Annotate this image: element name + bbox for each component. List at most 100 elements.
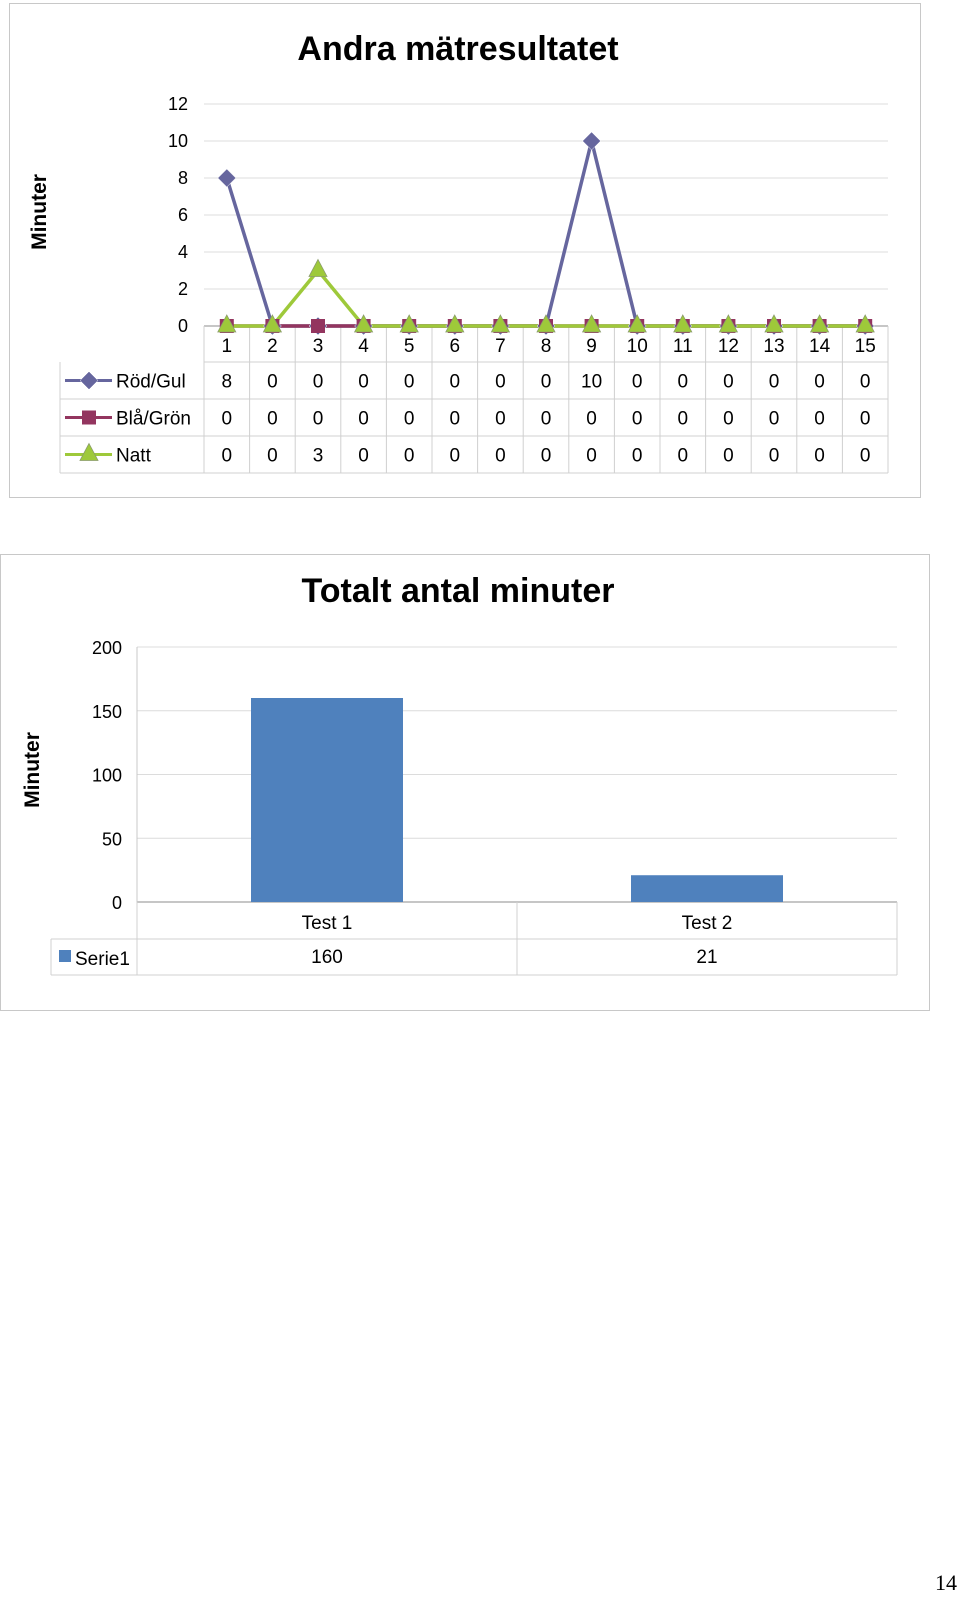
table-value: 0 [313,409,324,430]
table-value: 0 [358,409,369,430]
table-value: 0 [860,446,871,467]
table-value: 0 [723,409,734,430]
table-value: 0 [404,446,415,467]
y-tick-label: 8 [178,168,188,188]
data-point [582,131,601,151]
y-tick-label: 200 [92,638,122,658]
table-value: 160 [311,947,343,968]
x-tick-label: 5 [404,336,415,357]
table-value: 0 [678,372,689,393]
table-value: 0 [678,446,689,467]
table-value: 0 [267,446,278,467]
y-tick-label: 6 [178,205,188,225]
table-value: 0 [495,409,506,430]
legend-marker-triangle [79,442,99,461]
y-tick-label: 2 [178,279,188,299]
table-value: 0 [586,446,597,467]
x-tick-label: 14 [809,336,831,357]
x-tick-label: 4 [358,336,369,357]
table-value: 0 [723,446,734,467]
bar-chart-svg: Totalt antal minuter Minuter 0 50 100 150 200 T… [21,572,898,976]
y-tick-label: 10 [168,131,188,151]
table-row: Serie1 160 21 [59,947,718,970]
y-tick-label: 0 [178,316,188,336]
table-value: 0 [541,409,552,430]
legend-label: Serie1 [75,949,130,970]
table-value: 0 [358,372,369,393]
y-tick-label: 4 [178,242,188,262]
legend-label: Natt [116,446,152,467]
x-tick-label: Test 2 [682,913,733,934]
y-axis-label: Minuter [21,732,44,808]
table-value: 0 [860,409,871,430]
data-point [217,168,237,188]
table-value: 0 [814,409,825,430]
table-value: 0 [632,409,643,430]
table-value: 0 [450,372,461,393]
data-point [581,314,602,333]
data-point [855,314,875,333]
x-tick-label: 3 [313,336,324,357]
x-tick-label: 9 [586,336,597,357]
data-point [627,314,647,333]
page-number: 14 [935,1570,957,1595]
y-tick-label: 150 [92,702,122,722]
table-value: 0 [860,372,871,393]
x-tick-label: 7 [495,336,506,357]
table-value: 3 [313,446,324,467]
table-value: 0 [814,446,825,467]
chart-title: Totalt antal minuter [302,572,615,610]
legend-swatch [59,950,71,962]
table-value: 0 [769,372,780,393]
table-value: 0 [769,446,780,467]
table-value: 0 [358,446,369,467]
data-point [764,314,784,333]
legend-marker-diamond [79,371,99,390]
table-value: 0 [678,409,689,430]
x-tick-label: 15 [855,336,876,357]
table-value: 0 [404,372,415,393]
table-value: 0 [769,409,780,430]
table-value: 10 [581,372,602,393]
table-value: 0 [267,409,278,430]
table-value: 0 [586,409,597,430]
x-tick-label: 10 [627,336,648,357]
x-tick-label: 12 [718,336,739,357]
data-point [490,314,511,333]
bar [251,698,403,902]
data-point [399,314,419,333]
table-value: 0 [495,372,506,393]
table-value: 21 [696,947,717,968]
data-point [353,314,374,333]
x-tick-label: Test 1 [302,913,353,934]
table-value: 0 [814,372,825,393]
table-value: 0 [313,372,324,393]
table-row: Röd/Gul 8 0 0 0 0 0 0 0 10 0 0 0 0 0 0 [65,371,871,393]
legend-label: Blå/Grön [116,409,191,430]
legend-label: Röd/Gul [116,372,186,393]
y-tick-label: 100 [92,766,122,786]
bar-chart-panel: Totalt antal minuter Minuter 0 50 100 150 200 T… [0,554,930,1011]
data-point [217,314,237,333]
table-value: 0 [723,372,734,393]
y-tick-label: 0 [112,893,122,913]
data-point [311,319,325,333]
bar [631,875,783,902]
x-tick-label: 13 [763,336,784,357]
table-value: 0 [222,409,233,430]
data-point [262,314,283,333]
data-point [536,314,556,333]
legend-marker-square [82,410,96,425]
data-point [673,314,693,333]
x-tick-label: 6 [450,336,461,357]
table-value: 0 [541,446,552,467]
table-value: 0 [404,409,415,430]
table-value: 0 [222,446,233,467]
table-value: 0 [450,409,461,430]
x-tick-label: 8 [541,336,552,357]
x-tick-label: 2 [267,336,278,357]
table-value: 0 [632,372,643,393]
data-point [308,258,328,277]
table-value: 0 [632,446,643,467]
data-point [445,314,465,333]
